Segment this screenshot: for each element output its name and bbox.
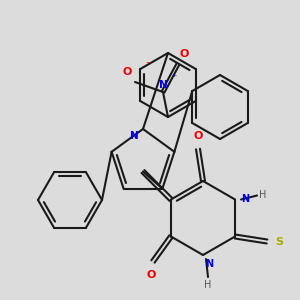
Text: H: H [204, 280, 212, 290]
Text: N: N [205, 259, 213, 269]
Text: O: O [193, 131, 203, 141]
Text: N: N [130, 131, 139, 141]
Text: O: O [180, 49, 189, 59]
Text: O: O [146, 269, 156, 280]
Text: H: H [259, 190, 266, 200]
Text: $^{-}$: $^{-}$ [145, 59, 152, 68]
Text: $^{+}$: $^{+}$ [171, 73, 178, 82]
Text: O: O [123, 67, 132, 77]
Text: S: S [275, 236, 283, 247]
Text: N: N [159, 80, 167, 90]
Text: N: N [241, 194, 249, 205]
